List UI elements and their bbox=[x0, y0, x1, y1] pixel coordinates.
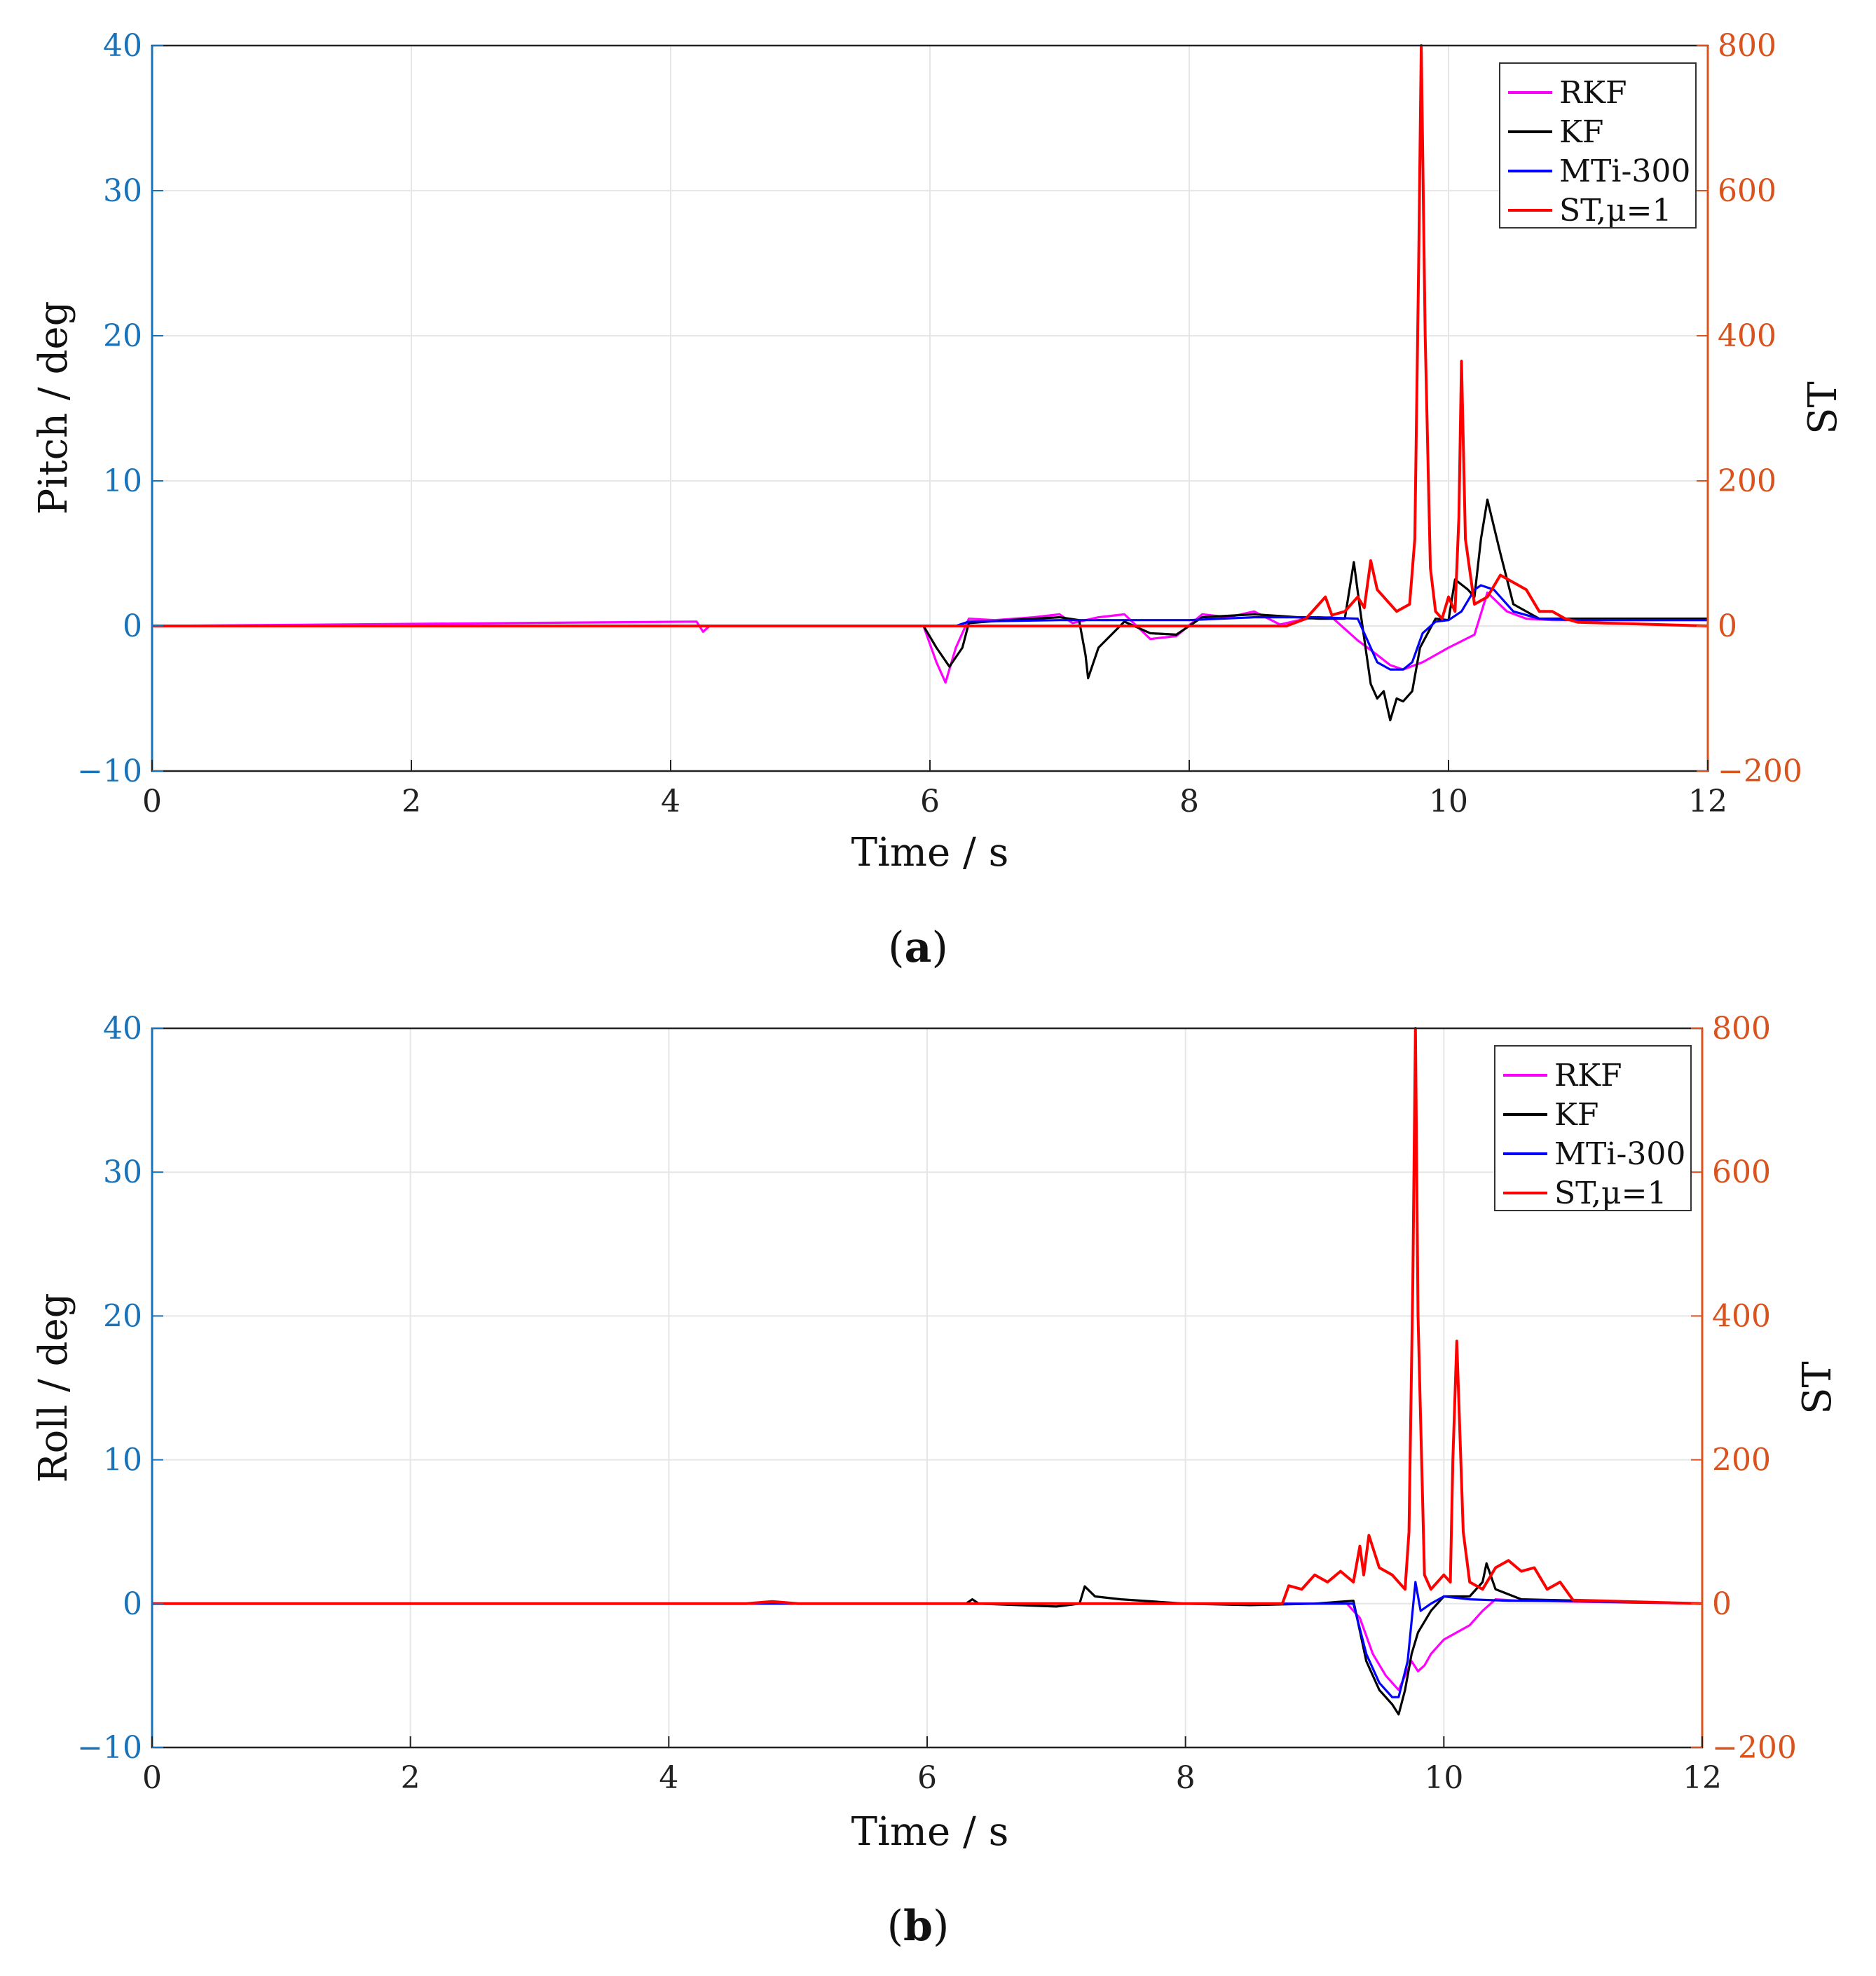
y-tick-label-a: 30 bbox=[103, 173, 142, 209]
y-tick-label-a: −10 bbox=[77, 754, 142, 789]
x-tick-label-a: 6 bbox=[920, 784, 940, 819]
panel-label-b: (b) bbox=[887, 1902, 950, 1951]
y-axis-label-b: Roll / deg bbox=[31, 1293, 76, 1483]
panel-label-a: (a) bbox=[888, 923, 948, 972]
y-right-tick-label-b: 0 bbox=[1712, 1586, 1732, 1622]
x-tick-label-a: 8 bbox=[1179, 784, 1199, 819]
legend-label-b: RKF bbox=[1554, 1058, 1622, 1093]
series-line-mti-300-b bbox=[152, 1581, 1703, 1698]
y-right-tick-label-b: 800 bbox=[1712, 1011, 1771, 1047]
y-tick-label-a: 0 bbox=[123, 608, 142, 644]
legend-box-b bbox=[1494, 1045, 1692, 1211]
y-tick-label-b: −10 bbox=[77, 1730, 142, 1766]
legend-label-a: RKF bbox=[1559, 75, 1627, 111]
series-group-a bbox=[151, 44, 1709, 722]
grid-a bbox=[151, 45, 1709, 772]
y-right-tick-label-a: 200 bbox=[1718, 463, 1776, 499]
legend-label-b: KF bbox=[1554, 1097, 1598, 1133]
panel-letter-b: b bbox=[903, 1902, 933, 1951]
y-right-tick-label-b: −200 bbox=[1712, 1730, 1797, 1766]
legend-label-b: MTi-300 bbox=[1554, 1136, 1685, 1172]
x-tick-label-a: 4 bbox=[661, 784, 680, 819]
y-tick-label-a: 20 bbox=[103, 318, 142, 354]
legend-label-b: ST,μ=1 bbox=[1554, 1176, 1666, 1211]
series-line-st-1-a bbox=[152, 44, 1709, 627]
x-tick-label-b: 6 bbox=[917, 1760, 937, 1796]
y-right-tick-label-a: 800 bbox=[1718, 28, 1776, 64]
series-group-b bbox=[152, 1027, 1703, 1716]
y-tick-label-b: 10 bbox=[103, 1443, 142, 1478]
x-axis-label-a: Time / s bbox=[851, 830, 1009, 875]
series-line-rkf-a bbox=[151, 591, 1708, 684]
series-line-rkf-b bbox=[152, 1598, 1703, 1691]
grid-b bbox=[151, 1028, 1703, 1748]
legend-label-a: ST,μ=1 bbox=[1559, 193, 1671, 229]
legend-box-a bbox=[1499, 62, 1697, 229]
x-tick-label-a: 2 bbox=[402, 784, 421, 819]
y-right-axis-label-b: ST bbox=[1795, 1361, 1840, 1415]
x-axis-label-b: Time / s bbox=[851, 1809, 1009, 1855]
y-right-tick-label-a: −200 bbox=[1718, 754, 1802, 789]
series-line-st-1-b bbox=[152, 1027, 1703, 1605]
y-tick-label-b: 0 bbox=[123, 1586, 142, 1622]
y-right-tick-label-b: 200 bbox=[1712, 1443, 1771, 1478]
y-tick-label-b: 40 bbox=[103, 1011, 142, 1047]
x-tick-label-b: 10 bbox=[1424, 1760, 1463, 1796]
y-axis-label-a: Pitch / deg bbox=[31, 301, 76, 515]
x-tick-label-a: 10 bbox=[1429, 784, 1468, 819]
legend-label-a: MTi-300 bbox=[1559, 154, 1690, 189]
y-right-tick-label-b: 400 bbox=[1712, 1298, 1771, 1334]
y-right-tick-label-a: 400 bbox=[1718, 318, 1776, 354]
y-right-tick-label-a: 600 bbox=[1718, 173, 1776, 209]
x-tick-label-b: 8 bbox=[1176, 1760, 1196, 1796]
y-right-tick-label-b: 600 bbox=[1712, 1154, 1771, 1190]
x-tick-label-b: 0 bbox=[142, 1760, 162, 1796]
x-tick-label-a: 12 bbox=[1688, 784, 1727, 819]
x-tick-label-b: 12 bbox=[1683, 1760, 1722, 1796]
panel-letter-a: a bbox=[905, 923, 932, 972]
y-right-axis-label-a: ST bbox=[1800, 381, 1846, 435]
legend-label-a: KF bbox=[1559, 114, 1603, 150]
y-right-tick-label-a: 0 bbox=[1718, 608, 1737, 644]
y-tick-label-b: 30 bbox=[103, 1154, 142, 1190]
series-line-mti-300-a bbox=[152, 584, 1708, 671]
x-tick-label-b: 2 bbox=[401, 1760, 420, 1796]
y-tick-label-a: 40 bbox=[103, 28, 142, 64]
series-line-kf-b bbox=[152, 1562, 1703, 1716]
y-tick-label-a: 10 bbox=[103, 463, 142, 499]
y-tick-label-b: 20 bbox=[103, 1298, 142, 1334]
x-tick-label-a: 0 bbox=[142, 784, 162, 819]
x-tick-label-b: 4 bbox=[659, 1760, 678, 1796]
